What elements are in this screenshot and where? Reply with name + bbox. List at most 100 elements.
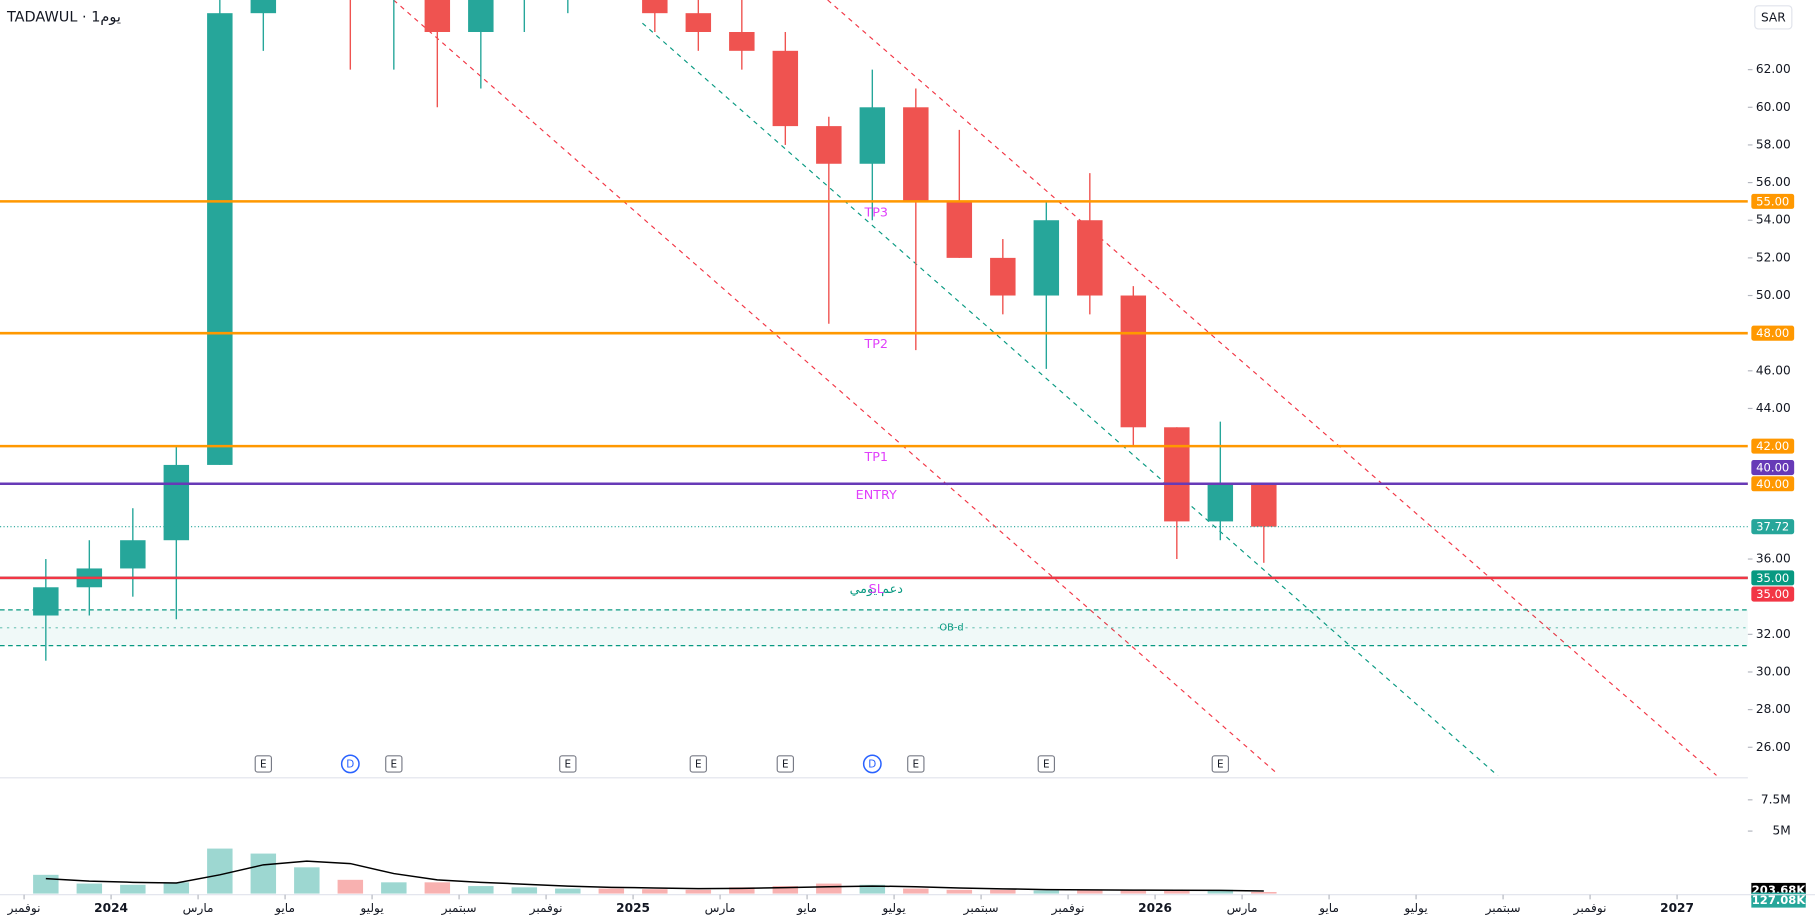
earnings-marker (1037, 755, 1056, 773)
y-tick-label: 26.00 (1756, 740, 1791, 754)
x-tick-label: نوفمبر (529, 901, 563, 916)
y-tick-label: 54.00 (1756, 213, 1791, 227)
candle-body (1077, 220, 1103, 296)
level-label: TP1 (863, 450, 888, 465)
level-label: SL (869, 582, 885, 597)
earnings-marker (776, 755, 795, 773)
volume-bar (424, 882, 451, 894)
price-tag-label: 42.00 (1756, 439, 1789, 453)
earnings-marker (385, 755, 403, 773)
volume-bar (1077, 889, 1103, 894)
x-tick-label: مارس (705, 901, 736, 916)
y-tick-label: 44.00 (1756, 401, 1791, 415)
level-label: TP3 (863, 205, 888, 220)
volume-tag (1751, 892, 1806, 908)
volume-bar (1164, 890, 1190, 894)
x-tick-label: نوفمبر (7, 901, 41, 916)
x-tick-label: مايو (796, 901, 817, 916)
candle-body (468, 0, 494, 32)
x-tick-label: 2025 (616, 901, 650, 915)
candle-body (859, 107, 886, 164)
zone-label: OB-d (939, 623, 963, 634)
volume-bar (1251, 891, 1277, 894)
event-label: E (782, 759, 789, 771)
x-tick-label: يوليو (881, 901, 905, 916)
event-label: E (1217, 759, 1224, 771)
x-tick-label: يوليو (1403, 901, 1427, 916)
price-tag (1751, 438, 1795, 454)
candle-body (1251, 483, 1277, 527)
candle-body (207, 13, 233, 465)
price-tag (1751, 570, 1795, 586)
volume-bar (598, 888, 625, 894)
event-label: D (868, 759, 876, 771)
event-label: E (260, 759, 267, 771)
volume-bar (990, 889, 1016, 894)
y-tick-label: 62.00 (1756, 62, 1791, 76)
y-tick-label: 52.00 (1756, 250, 1791, 264)
volume-bar (555, 888, 581, 894)
currency[interactable]: SAR (1761, 10, 1786, 24)
candle-body (33, 587, 59, 616)
earnings-marker (1211, 755, 1230, 773)
y-tick-label: 56.00 (1756, 175, 1791, 189)
level-label: ENTRY (856, 488, 897, 503)
volume-bar (207, 848, 233, 894)
price-tag-label: 35.00 (1756, 587, 1789, 601)
candle-body (772, 50, 799, 127)
y-tick-label: 60.00 (1756, 100, 1791, 114)
candle-body (685, 13, 712, 32)
volume-bar (294, 867, 320, 894)
last-price-tag (1751, 519, 1795, 535)
price-tag-label: 40.00 (1756, 477, 1789, 491)
volume-tick-label: 7.5M (1761, 792, 1791, 806)
volume-bar (816, 883, 842, 894)
volume-bar (1120, 890, 1147, 894)
y-tick-label: 30.00 (1756, 664, 1791, 678)
earnings-marker (254, 755, 273, 773)
price-tag (1751, 586, 1795, 602)
zone (0, 609, 1748, 646)
event-label: E (913, 759, 920, 771)
volume-bar (511, 887, 538, 894)
candle-body (816, 126, 842, 164)
last-price-label: 37.72 (1756, 520, 1789, 534)
volume-bar (337, 879, 364, 894)
x-tick-label: 2026 (1138, 901, 1172, 915)
event-label: D (346, 759, 354, 771)
volume-bar (729, 887, 755, 894)
y-tick-label: 36.00 (1756, 552, 1791, 566)
volume-bar (903, 888, 929, 894)
volume-bar (946, 889, 973, 894)
volume-bar (163, 882, 190, 894)
x-tick-label: مايو (1318, 901, 1339, 916)
trend-line (393, 0, 1278, 774)
volume-bar (468, 886, 494, 894)
volume-bar (685, 889, 712, 894)
volume-bar (772, 886, 799, 894)
candle-body (1164, 427, 1190, 522)
x-tick-label: يوليو (359, 901, 383, 916)
candle-body (990, 257, 1016, 296)
earnings-marker (907, 755, 925, 773)
volume-bar (76, 883, 103, 894)
currency-box[interactable] (1754, 5, 1793, 30)
candle-body (729, 31, 755, 51)
volume-bar (1033, 890, 1060, 894)
symbol-title: TADAWUL · 1يوم (6, 9, 121, 25)
x-tick-label: مارس (1227, 901, 1258, 916)
event-label: E (695, 759, 702, 771)
x-tick-label: سبتمبر (441, 901, 477, 916)
level-label: دعم يومي (850, 582, 903, 597)
volume-bar (381, 882, 407, 894)
volume-bar (859, 884, 886, 894)
x-tick-label: مايو (274, 901, 295, 916)
candle-body (163, 464, 190, 541)
y-tick-label: 58.00 (1756, 137, 1791, 151)
candle-body (903, 107, 929, 202)
price-tag-label: 55.00 (1756, 194, 1789, 208)
trend-line (827, 0, 1717, 776)
dividend-marker (340, 754, 360, 774)
